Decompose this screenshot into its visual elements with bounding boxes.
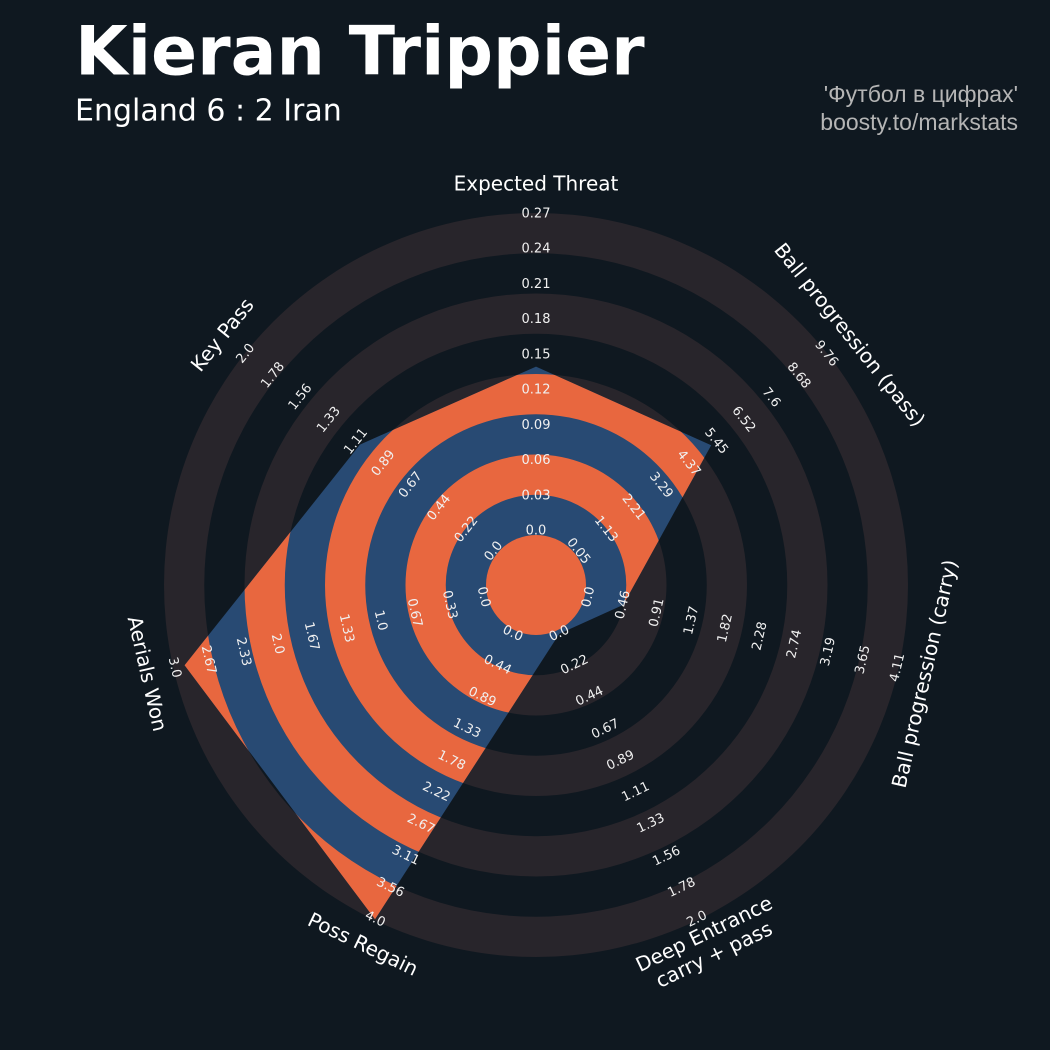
- tick-label: 2.0: [268, 632, 287, 656]
- tick-label: 1.33: [336, 613, 357, 645]
- tick-label: 1.82: [715, 613, 736, 645]
- tick-label: 2.74: [784, 628, 805, 660]
- tick-label: 0.18: [522, 312, 551, 327]
- axis-label: Expected Threat: [454, 172, 619, 196]
- chart-title: Kieran Trippier: [75, 13, 645, 92]
- tick-label: 4.11: [887, 652, 908, 684]
- tick-label: 3.65: [853, 644, 874, 676]
- tick-label: 0.09: [522, 418, 551, 433]
- tick-label: 0.27: [522, 207, 551, 222]
- tick-label: 1.0: [371, 609, 390, 633]
- tick-label: 0.21: [522, 277, 551, 292]
- tick-label: 0.67: [404, 597, 425, 629]
- tick-label: 0.06: [522, 453, 551, 468]
- tick-label: 1.37: [681, 605, 702, 637]
- tick-label: 0.0: [474, 585, 493, 609]
- tick-label: 3.0: [165, 656, 184, 680]
- tick-label: 0.15: [522, 347, 551, 362]
- tick-label: 0.0: [526, 524, 547, 539]
- tick-label: 1.67: [301, 621, 322, 653]
- tick-label: 0.03: [522, 488, 551, 503]
- tick-label: 2.67: [198, 644, 219, 676]
- tick-label: 0.33: [439, 589, 460, 621]
- credit: boosty.to/markstats: [820, 109, 1018, 135]
- axis-label-line: Expected Threat: [454, 172, 619, 196]
- tick-label: 0.0: [579, 585, 598, 609]
- tick-label: 0.12: [522, 383, 551, 398]
- tick-label: 3.19: [818, 636, 839, 668]
- tick-label: 2.28: [750, 620, 771, 652]
- tick-label: 2.33: [233, 636, 254, 668]
- tick-label: 0.46: [613, 589, 634, 621]
- chart-subtitle: England 6 : 2 Iran: [75, 94, 342, 129]
- center-circle: [486, 535, 586, 635]
- credit: 'Футбол в цифрах': [824, 81, 1018, 107]
- tick-label: 0.24: [522, 242, 551, 257]
- tick-label: 0.91: [647, 597, 668, 629]
